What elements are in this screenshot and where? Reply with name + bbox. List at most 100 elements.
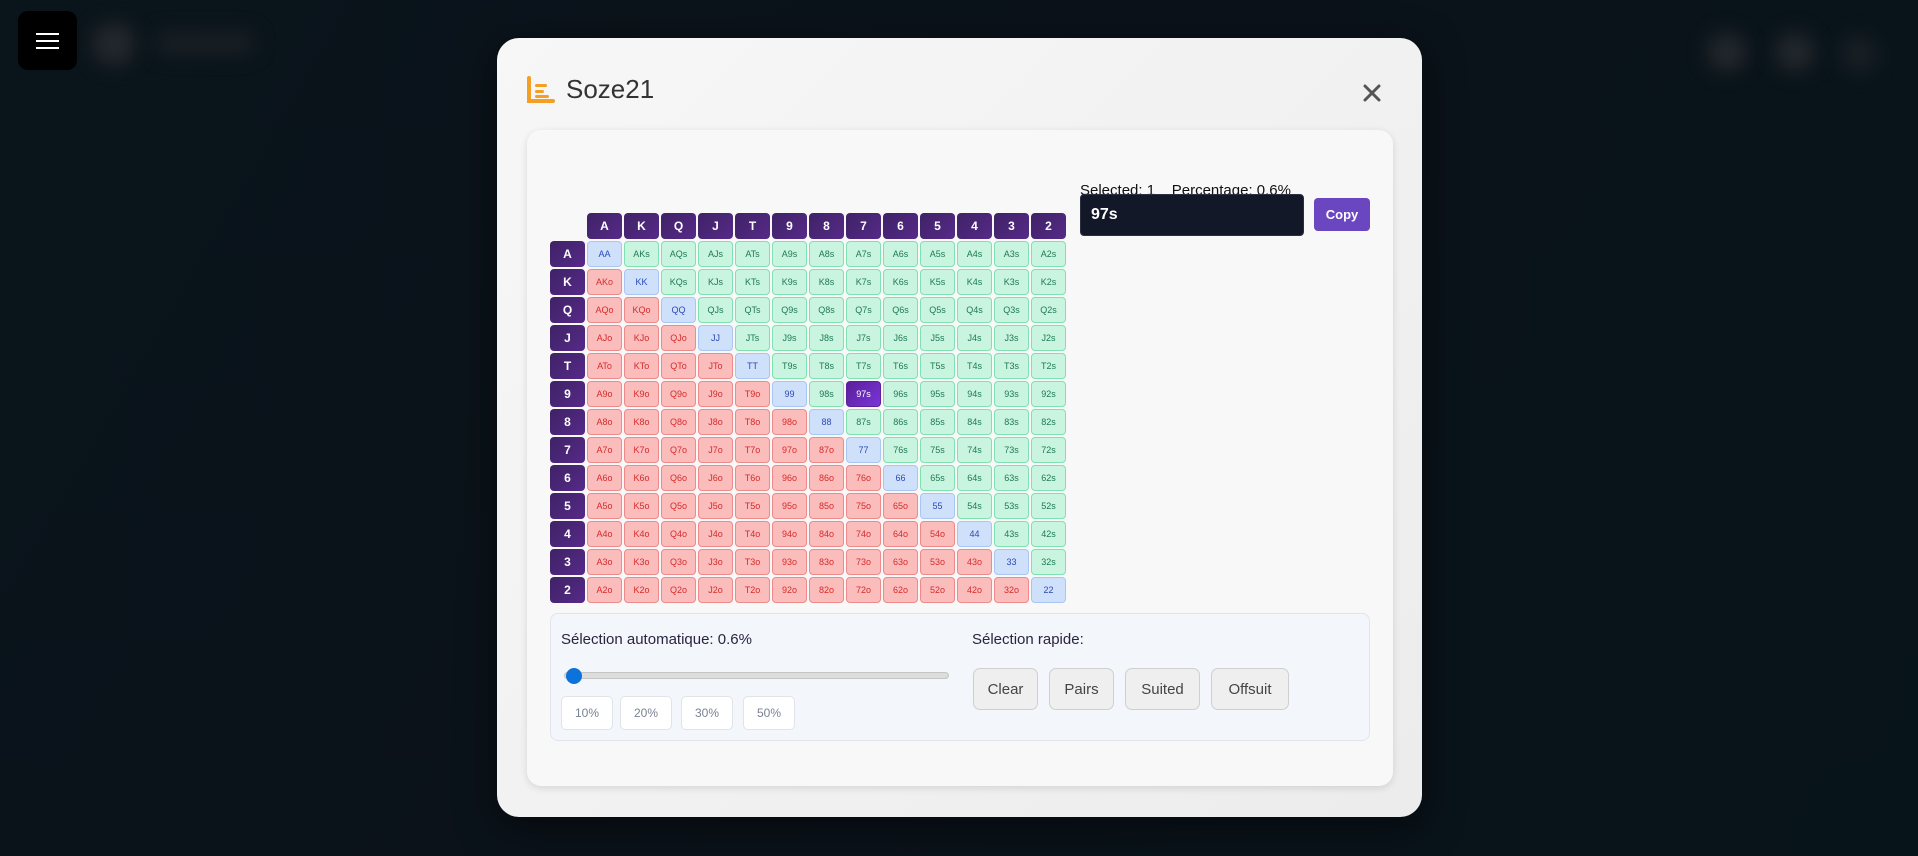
hand-cell[interactable]: T7s <box>846 353 881 379</box>
hand-cell[interactable]: Q9o <box>661 381 696 407</box>
hand-cell[interactable]: 33 <box>994 549 1029 575</box>
hand-cell[interactable]: 72o <box>846 577 881 603</box>
hand-cell[interactable]: 43s <box>994 521 1029 547</box>
hand-cell[interactable]: 74s <box>957 437 992 463</box>
hand-cell[interactable]: 32o <box>994 577 1029 603</box>
hand-cell[interactable]: JTs <box>735 325 770 351</box>
hand-cell[interactable]: JJ <box>698 325 733 351</box>
hand-cell[interactable]: 87s <box>846 409 881 435</box>
hand-cell[interactable]: 62s <box>1031 465 1066 491</box>
clear-button[interactable]: Clear <box>973 668 1038 710</box>
hand-cell[interactable]: A2s <box>1031 241 1066 267</box>
hand-cell[interactable]: J8o <box>698 409 733 435</box>
hand-cell[interactable]: T9o <box>735 381 770 407</box>
hand-cell[interactable]: 87o <box>809 437 844 463</box>
hand-cell[interactable]: T9s <box>772 353 807 379</box>
hand-cell[interactable]: Q6o <box>661 465 696 491</box>
hand-cell[interactable]: 98s <box>809 381 844 407</box>
hand-cell[interactable]: A8o <box>587 409 622 435</box>
hand-cell[interactable]: Q4s <box>957 297 992 323</box>
hand-cell[interactable]: Q5s <box>920 297 955 323</box>
hand-cell[interactable]: K9s <box>772 269 807 295</box>
hand-cell[interactable]: J2o <box>698 577 733 603</box>
hand-cell[interactable]: K3s <box>994 269 1029 295</box>
range-text-input[interactable] <box>1080 194 1304 236</box>
hand-cell[interactable]: 83s <box>994 409 1029 435</box>
hand-cell[interactable]: 96o <box>772 465 807 491</box>
hand-cell[interactable]: 75s <box>920 437 955 463</box>
preset-20-button[interactable]: 20% <box>620 696 672 730</box>
hand-cell[interactable]: 64s <box>957 465 992 491</box>
hand-cell[interactable]: 22 <box>1031 577 1066 603</box>
hand-cell[interactable]: K3o <box>624 549 659 575</box>
slider-thumb[interactable] <box>566 668 583 684</box>
hand-cell[interactable]: ATs <box>735 241 770 267</box>
hand-cell[interactable]: KJo <box>624 325 659 351</box>
hand-cell[interactable]: A9s <box>772 241 807 267</box>
hand-cell[interactable]: 96s <box>883 381 918 407</box>
hand-cell[interactable]: 52o <box>920 577 955 603</box>
hand-cell[interactable]: T3o <box>735 549 770 575</box>
hand-cell[interactable]: 55 <box>920 493 955 519</box>
hand-cell[interactable]: Q6s <box>883 297 918 323</box>
hand-cell[interactable]: K6o <box>624 465 659 491</box>
hand-cell[interactable]: 88 <box>809 409 844 435</box>
hand-cell[interactable]: 65s <box>920 465 955 491</box>
hand-cell[interactable]: K4o <box>624 521 659 547</box>
hand-cell[interactable]: AKs <box>624 241 659 267</box>
hand-cell[interactable]: K2s <box>1031 269 1066 295</box>
hand-cell[interactable]: 84o <box>809 521 844 547</box>
hand-cell[interactable]: T7o <box>735 437 770 463</box>
hand-cell[interactable]: K4s <box>957 269 992 295</box>
hand-cell[interactable]: T5s <box>920 353 955 379</box>
hand-cell[interactable]: K2o <box>624 577 659 603</box>
hand-cell[interactable]: T8s <box>809 353 844 379</box>
hand-cell[interactable]: KQs <box>661 269 696 295</box>
hand-cell[interactable]: 93s <box>994 381 1029 407</box>
hand-cell[interactable]: K5s <box>920 269 955 295</box>
suited-button[interactable]: Suited <box>1125 668 1200 710</box>
hand-cell[interactable]: T3s <box>994 353 1029 379</box>
hand-cell[interactable]: QTs <box>735 297 770 323</box>
hand-cell[interactable]: Q2o <box>661 577 696 603</box>
hand-cell[interactable]: A7o <box>587 437 622 463</box>
hand-cell[interactable]: 94o <box>772 521 807 547</box>
hand-cell[interactable]: 76s <box>883 437 918 463</box>
hand-cell[interactable]: J7o <box>698 437 733 463</box>
hand-cell[interactable]: 72s <box>1031 437 1066 463</box>
hand-cell[interactable]: A6s <box>883 241 918 267</box>
hand-cell[interactable]: AKo <box>587 269 622 295</box>
hand-cell[interactable]: KTs <box>735 269 770 295</box>
copy-button[interactable]: Copy <box>1314 198 1370 231</box>
hand-cell[interactable]: KJs <box>698 269 733 295</box>
hand-cell[interactable]: Q7o <box>661 437 696 463</box>
hand-cell[interactable]: K8o <box>624 409 659 435</box>
hand-cell[interactable]: QTo <box>661 353 696 379</box>
preset-50-button[interactable]: 50% <box>743 696 795 730</box>
hand-cell[interactable]: 65o <box>883 493 918 519</box>
hand-cell[interactable]: 73s <box>994 437 1029 463</box>
hand-cell[interactable]: J9s <box>772 325 807 351</box>
hand-cell[interactable]: 99 <box>772 381 807 407</box>
hand-cell[interactable]: J9o <box>698 381 733 407</box>
hand-cell[interactable]: 98o <box>772 409 807 435</box>
hand-cell[interactable]: 82s <box>1031 409 1066 435</box>
close-icon[interactable] <box>1357 78 1387 108</box>
hand-cell[interactable]: 42s <box>1031 521 1066 547</box>
hand-cell[interactable]: 73o <box>846 549 881 575</box>
hand-cell[interactable]: KTo <box>624 353 659 379</box>
hand-cell[interactable]: 94s <box>957 381 992 407</box>
hand-cell[interactable]: T4o <box>735 521 770 547</box>
hand-cell[interactable]: Q8o <box>661 409 696 435</box>
hand-cell[interactable]: 44 <box>957 521 992 547</box>
hand-cell[interactable]: J8s <box>809 325 844 351</box>
hand-cell[interactable]: QQ <box>661 297 696 323</box>
preset-30-button[interactable]: 30% <box>681 696 733 730</box>
hand-cell[interactable]: Q3s <box>994 297 1029 323</box>
hand-cell[interactable]: K7o <box>624 437 659 463</box>
hand-cell[interactable]: 62o <box>883 577 918 603</box>
hand-cell[interactable]: Q7s <box>846 297 881 323</box>
hand-cell[interactable]: 93o <box>772 549 807 575</box>
hand-cell[interactable]: T2s <box>1031 353 1066 379</box>
hand-cell[interactable]: 63o <box>883 549 918 575</box>
